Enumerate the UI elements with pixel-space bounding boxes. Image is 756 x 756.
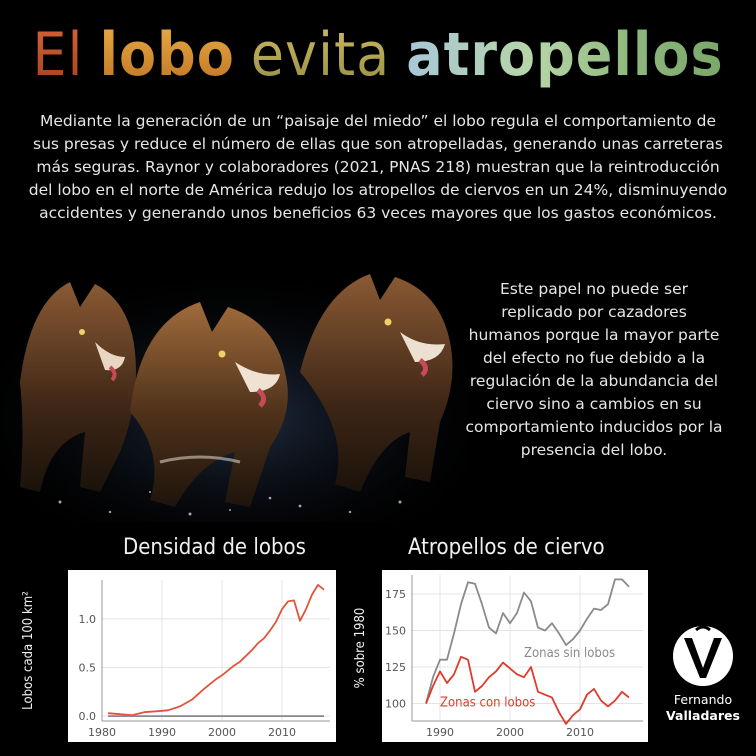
wolf-center [130,302,288,507]
wolf-right [300,274,453,492]
chart-wolf-density: 0.0 0.5 1.0 1980 1990 2000 2010 Lobos cada 100 … [21,570,336,742]
author-logo: Fernando Valladares [658,620,748,750]
title-word-el: El [32,10,83,100]
chart2-title: Atropellos de ciervo [408,535,605,560]
series-label: Zonas sin lobos [524,646,615,661]
y-tick-label: 175 [385,588,406,601]
valladares-logo-icon [673,625,733,686]
x-tick-label: 1980 [88,726,116,739]
chart-panel [382,570,648,742]
title-word-evita: evita [251,10,390,100]
y-tick-label: 1.0 [79,613,97,626]
y-tick-label: 125 [385,661,406,674]
y-tick-label: 150 [385,624,406,637]
y-tick-label: 0.0 [79,710,97,723]
side-paragraph: Este papel no puede ser replicado por ca… [465,280,723,459]
x-tick-label: 2010 [566,726,594,739]
y-tick-label: 0.5 [79,662,97,675]
series-line-0 [425,578,630,704]
wolves-illustration [0,262,470,522]
y-axis-label: Lobos cada 100 km² [21,591,36,710]
x-tick-label: 2010 [268,726,296,739]
y-axis-label: % sobre 1980 [353,608,368,689]
title-word-lobo: lobo [99,10,234,100]
title-word-atropellos: atropellos [406,10,723,100]
series-label: Zonas con lobos [440,695,535,710]
author-last-name: Valladares [666,708,740,723]
x-tick-label: 2000 [496,726,524,739]
snow-sparkles [58,491,402,516]
page-title: El lobo evita atropellos [0,10,756,100]
x-tick-label: 1990 [148,726,176,739]
wolf-left [20,282,136,492]
author-first-name: Fernando [673,692,733,707]
series-line-1 [425,655,630,725]
chart-deer-collisions: 100 125 150 175 1990 2000 2010 % sobre 1980 Zona… [353,570,648,742]
intro-paragraph: Mediante la generación de un “paisaje de… [28,112,728,222]
x-tick-label: 1990 [426,726,454,739]
series-line-0 [107,583,325,717]
chart1-title: Densidad de lobos [123,535,306,560]
y-tick-label: 100 [385,697,406,710]
x-tick-label: 2000 [208,726,236,739]
